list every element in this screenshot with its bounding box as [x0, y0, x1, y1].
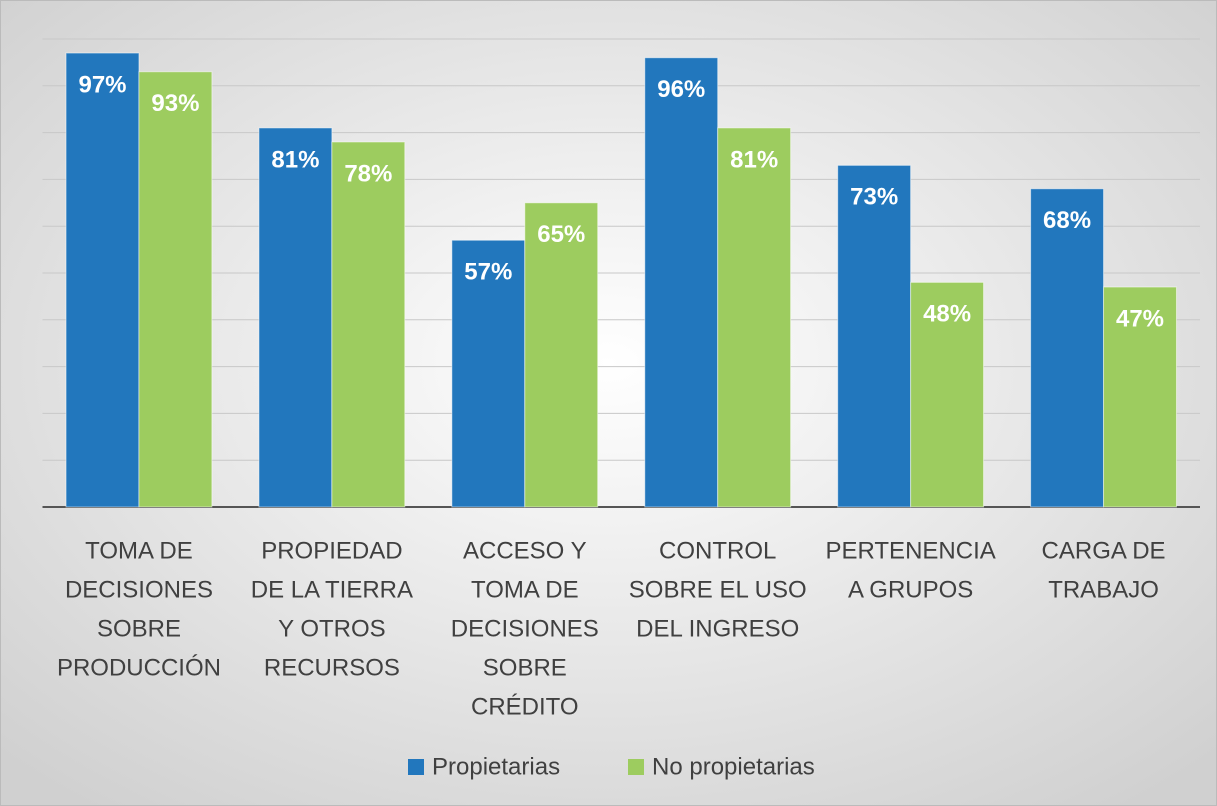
x-tick-label: DECISIONES — [65, 576, 213, 603]
x-tick-label: PERTENENCIA — [825, 537, 995, 564]
x-tick-label: PROPIEDAD — [261, 537, 402, 564]
data-label: 47% — [1116, 305, 1164, 332]
bar — [910, 281, 985, 508]
data-label: 65% — [537, 221, 585, 248]
legend-label: No propietarias — [652, 753, 815, 780]
data-label: 81% — [271, 146, 319, 173]
x-tick-label: TOMA DE — [85, 537, 193, 564]
bar — [451, 239, 526, 508]
x-tick-label: CONTROL — [659, 537, 776, 564]
data-label: 68% — [1043, 207, 1091, 234]
x-tick-label: SOBRE EL USO — [629, 576, 807, 603]
legend-label: Propietarias — [432, 753, 560, 780]
x-tick-label: SOBRE — [97, 615, 181, 642]
bar — [717, 127, 792, 508]
x-tick-label: SOBRE — [483, 654, 567, 681]
data-label: 73% — [850, 184, 898, 211]
legend-swatch — [408, 759, 424, 775]
data-label: 96% — [657, 76, 705, 103]
x-tick-label: RECURSOS — [264, 654, 400, 681]
x-tick-label: ACCESO Y — [463, 537, 587, 564]
legend-swatch — [628, 759, 644, 775]
data-label: 57% — [464, 259, 512, 286]
bar — [1030, 188, 1105, 508]
x-tick-label: Y OTROS — [278, 615, 386, 642]
bar — [837, 164, 912, 508]
bar — [65, 52, 140, 508]
data-label: 78% — [344, 160, 392, 187]
data-label: 48% — [923, 301, 971, 328]
x-tick-label: CRÉDITO — [471, 693, 579, 720]
x-tick-label: DECISIONES — [451, 615, 599, 642]
x-tick-label: TRABAJO — [1048, 576, 1159, 603]
bar — [1103, 286, 1177, 508]
x-tick-label: DE LA TIERRA — [251, 576, 413, 603]
data-label: 93% — [151, 90, 199, 117]
x-tick-label: PRODUCCIÓN — [57, 654, 221, 681]
x-tick-label: TOMA DE — [471, 576, 579, 603]
x-tick-label: DEL INGRESO — [636, 615, 799, 642]
x-tick-label: CARGA DE — [1042, 537, 1166, 564]
bar — [644, 57, 719, 508]
data-label: 81% — [730, 146, 778, 173]
bar — [524, 202, 599, 508]
data-label: 97% — [78, 71, 126, 98]
bar — [258, 127, 333, 508]
bar — [138, 71, 213, 508]
bar — [331, 141, 406, 508]
x-tick-label: A GRUPOS — [848, 576, 973, 603]
